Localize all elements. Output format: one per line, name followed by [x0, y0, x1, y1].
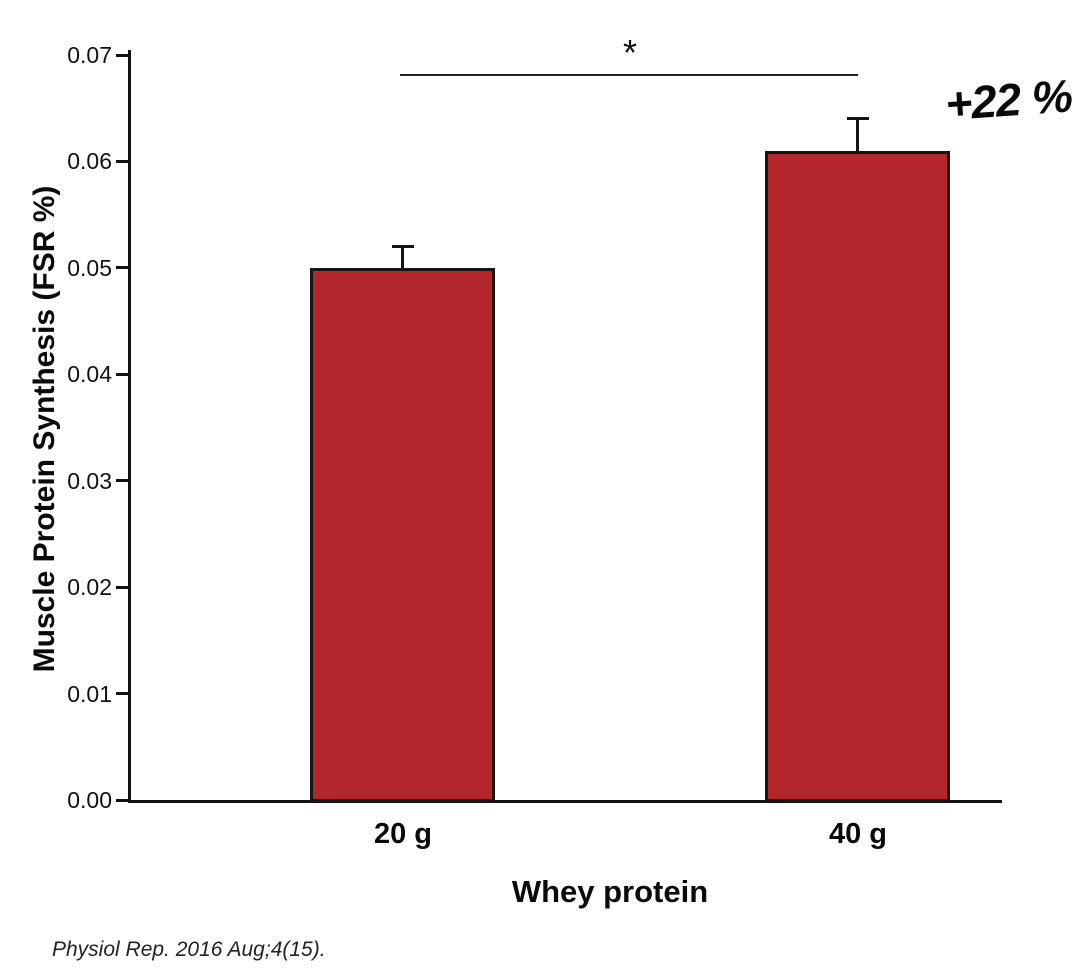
y-tick-label: 0.05 [67, 254, 112, 281]
citation-text: Physiol Rep. 2016 Aug;4(15). [52, 938, 326, 961]
significance-line [400, 74, 858, 76]
x-axis [128, 800, 1002, 803]
bar-20g [310, 267, 495, 802]
x-axis-title: Whey protein [511, 874, 709, 909]
y-tick-mark [116, 53, 129, 57]
y-tick-label: 0.01 [67, 680, 112, 707]
significance-star: * [622, 32, 637, 73]
category-label-20g: 20 g [373, 818, 433, 850]
y-tick-label: 0.03 [67, 467, 112, 494]
y-tick-mark [116, 798, 129, 802]
error-bar-stem [856, 118, 859, 151]
y-tick-label: 0.04 [67, 361, 112, 388]
category-label-40g: 40 g [828, 818, 888, 850]
error-bar-stem [401, 246, 404, 268]
y-tick-mark [116, 479, 129, 483]
y-tick-mark [116, 692, 129, 696]
y-tick-mark [116, 266, 129, 270]
y-tick-label: 0.02 [67, 574, 112, 601]
y-tick-mark [116, 372, 129, 376]
y-tick-label: 0.07 [67, 42, 112, 68]
y-axis [128, 50, 131, 803]
percent-change-annotation: +22 % [943, 69, 1074, 131]
error-bar-cap [391, 245, 414, 249]
y-tick-label: 0.06 [67, 148, 112, 175]
bar-40g [765, 150, 950, 802]
y-tick-mark [116, 159, 129, 163]
y-tick-mark [116, 585, 129, 589]
error-bar-cap [846, 117, 869, 121]
y-tick-label: 0.00 [67, 787, 112, 813]
